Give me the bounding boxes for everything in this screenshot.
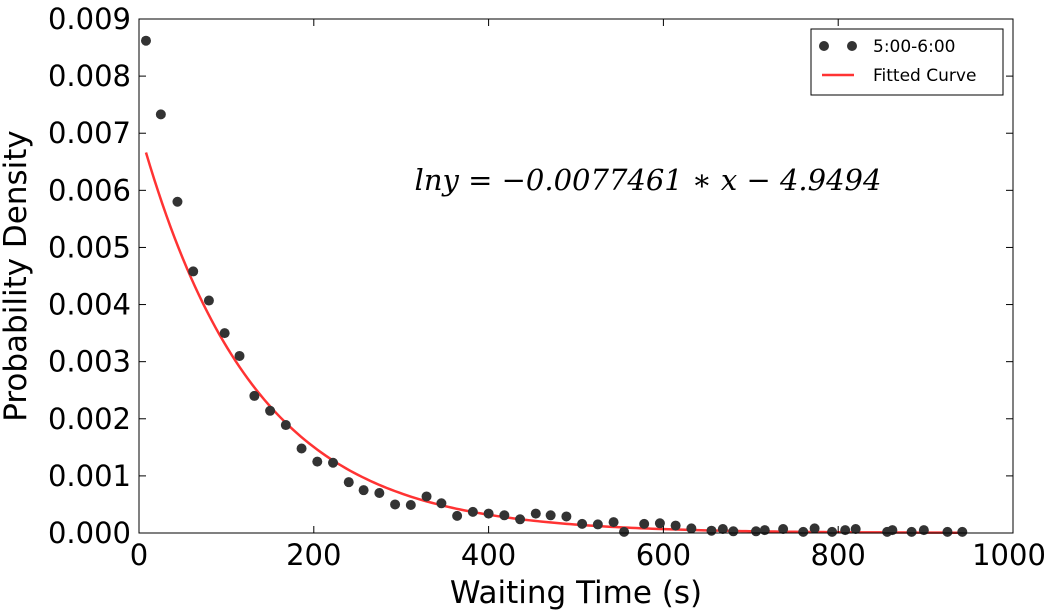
- data-point: [203, 295, 214, 306]
- data-point: [358, 485, 369, 496]
- data-point: [918, 525, 929, 536]
- data-point: [405, 500, 416, 511]
- x-tick-label: 400: [461, 538, 516, 572]
- plot-area: [140, 35, 968, 537]
- x-axis-label: Waiting Time (s): [450, 575, 702, 611]
- data-point: [670, 520, 681, 531]
- data-point: [778, 524, 789, 535]
- fitted-curve-line: [144, 152, 963, 534]
- data-point: [219, 328, 230, 339]
- x-tick-label: 1000: [972, 538, 1046, 572]
- y-tick-label: 0.007: [48, 116, 131, 150]
- data-point: [172, 196, 183, 207]
- y-axis-label: Probability Density: [0, 130, 34, 422]
- data-point: [452, 510, 463, 521]
- data-point: [809, 523, 820, 534]
- legend-marker-scatter: [819, 41, 829, 51]
- data-point: [467, 506, 478, 517]
- y-tick-label: 0.003: [48, 345, 131, 379]
- fit-equation-annotation: lny = −0.0077461 ∗ x − 4.9494: [415, 163, 882, 197]
- data-point: [296, 443, 307, 454]
- data-point: [483, 508, 494, 519]
- data-point: [545, 510, 556, 521]
- data-point: [906, 526, 917, 537]
- y-tick-label: 0.000: [48, 516, 131, 550]
- data-point: [374, 488, 385, 499]
- data-point: [421, 491, 432, 502]
- y-tick-label: 0.005: [48, 230, 131, 264]
- y-tick-label: 0.009: [48, 2, 131, 36]
- data-point: [328, 457, 339, 468]
- y-tick-label: 0.002: [48, 402, 131, 436]
- data-point: [706, 525, 717, 536]
- data-point: [827, 526, 838, 537]
- data-point: [717, 524, 728, 535]
- data-point: [798, 526, 809, 537]
- data-point: [515, 514, 526, 525]
- data-point: [654, 518, 665, 529]
- data-point: [850, 524, 861, 535]
- legend: 5:00-6:00 Fitted Curve: [810, 28, 1004, 96]
- data-point: [957, 526, 968, 537]
- data-point: [188, 266, 199, 277]
- data-point: [140, 35, 151, 46]
- data-point: [234, 350, 245, 361]
- data-point: [751, 526, 762, 537]
- x-tick-label: 600: [636, 538, 691, 572]
- data-point: [840, 525, 851, 536]
- y-tick-label: 0.004: [48, 288, 131, 322]
- data-point: [887, 525, 898, 536]
- data-point: [942, 526, 953, 537]
- data-point: [686, 523, 697, 534]
- data-point: [155, 109, 166, 120]
- data-point: [436, 498, 447, 509]
- data-point: [728, 526, 739, 537]
- x-tick-label: 800: [811, 538, 866, 572]
- data-point: [639, 518, 650, 529]
- legend-marker-scatter: [847, 41, 857, 51]
- data-point: [530, 508, 541, 519]
- data-point: [343, 477, 354, 488]
- data-point: [608, 517, 619, 528]
- data-point: [249, 390, 260, 401]
- x-tick-label: 200: [286, 538, 341, 572]
- axes: 0 200 400 600 800 1000 0.000 0.001 0.002 0.003 0.0…: [48, 2, 1046, 572]
- data-point: [592, 519, 603, 530]
- legend-box: [810, 28, 1004, 96]
- data-point: [759, 525, 770, 536]
- data-point: [499, 510, 510, 521]
- data-point: [312, 456, 323, 467]
- data-point: [619, 526, 630, 537]
- plot-frame: [138, 18, 1014, 534]
- x-tick-label: 0: [130, 538, 148, 572]
- data-point: [280, 420, 291, 431]
- y-tick-label: 0.006: [48, 173, 131, 207]
- data-point: [577, 518, 588, 529]
- data-point: [390, 499, 401, 510]
- y-tick-label: 0.001: [48, 459, 131, 493]
- data-point: [561, 511, 572, 522]
- legend-label-fit: Fitted Curve: [873, 66, 976, 86]
- legend-label-scatter: 5:00-6:00: [873, 37, 956, 57]
- data-point: [265, 405, 276, 416]
- y-tick-label: 0.008: [48, 59, 131, 93]
